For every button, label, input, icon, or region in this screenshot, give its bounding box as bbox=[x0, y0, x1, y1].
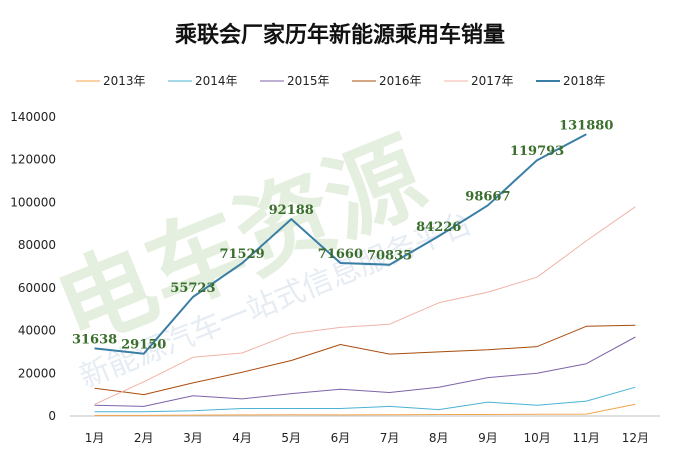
y-tick-label: 100000 bbox=[10, 195, 56, 209]
data-label: 55723 bbox=[170, 281, 215, 296]
data-label: 71529 bbox=[219, 247, 264, 262]
legend-label-2018年: 2018年 bbox=[563, 74, 606, 88]
data-label: 31638 bbox=[72, 332, 117, 347]
data-labels: 31638 29150 55723 71529 92188 71660 70835 84226… bbox=[72, 118, 613, 352]
y-tick-label: 140000 bbox=[10, 110, 56, 124]
series-line-2017年 bbox=[94, 206, 636, 405]
series-line-2013年 bbox=[94, 403, 636, 416]
x-tick-label: 7月 bbox=[380, 431, 400, 445]
y-tick-label: 80000 bbox=[18, 238, 56, 252]
data-label: 71660 bbox=[318, 247, 363, 262]
axes: 0 20000 40000 60000 80000 100000 120000 140000 1… bbox=[10, 110, 660, 445]
series-line-2015年 bbox=[94, 336, 636, 407]
y-tick-label: 60000 bbox=[18, 281, 56, 295]
x-tick-label: 1月 bbox=[85, 431, 105, 445]
x-tick-label: 2月 bbox=[134, 431, 154, 445]
series-line-2018年 bbox=[94, 133, 587, 355]
y-tick-label: 20000 bbox=[18, 366, 56, 380]
legend-label-2017年: 2017年 bbox=[471, 74, 514, 88]
series-line-2014年 bbox=[94, 386, 636, 413]
series-line-2016年 bbox=[94, 324, 636, 396]
x-tick-label: 11月 bbox=[573, 431, 600, 445]
legend: 2013年 2014年 2015年 2016年 2017年 2018年 bbox=[76, 74, 606, 88]
x-tick-label: 10月 bbox=[523, 431, 550, 445]
legend-label-2015年: 2015年 bbox=[287, 74, 330, 88]
legend-label-2014年: 2014年 bbox=[195, 74, 238, 88]
y-tick-label: 120000 bbox=[10, 153, 56, 167]
x-tick-label: 5月 bbox=[281, 431, 301, 445]
x-tick-label: 4月 bbox=[232, 431, 252, 445]
y-tick-label: 0 bbox=[48, 409, 56, 423]
legend-label-2013年: 2013年 bbox=[103, 74, 146, 88]
data-label: 29150 bbox=[121, 338, 166, 353]
data-label: 119793 bbox=[510, 144, 564, 159]
series-lines bbox=[94, 133, 636, 416]
x-tick-label: 9月 bbox=[478, 431, 498, 445]
data-label: 98667 bbox=[465, 189, 510, 204]
x-tick-label: 6月 bbox=[331, 431, 351, 445]
x-tick-label: 12月 bbox=[622, 431, 649, 445]
chart-title: 乘联会厂家历年新能源乘用车销量 bbox=[174, 22, 505, 48]
data-label: 92188 bbox=[269, 203, 314, 218]
x-tick-label: 3月 bbox=[183, 431, 203, 445]
data-label: 84226 bbox=[416, 220, 461, 235]
x-tick-label: 8月 bbox=[429, 431, 449, 445]
data-label: 70835 bbox=[367, 249, 412, 264]
y-tick-label: 40000 bbox=[18, 324, 56, 338]
legend-label-2016年: 2016年 bbox=[379, 74, 422, 88]
data-label: 131880 bbox=[559, 118, 613, 133]
